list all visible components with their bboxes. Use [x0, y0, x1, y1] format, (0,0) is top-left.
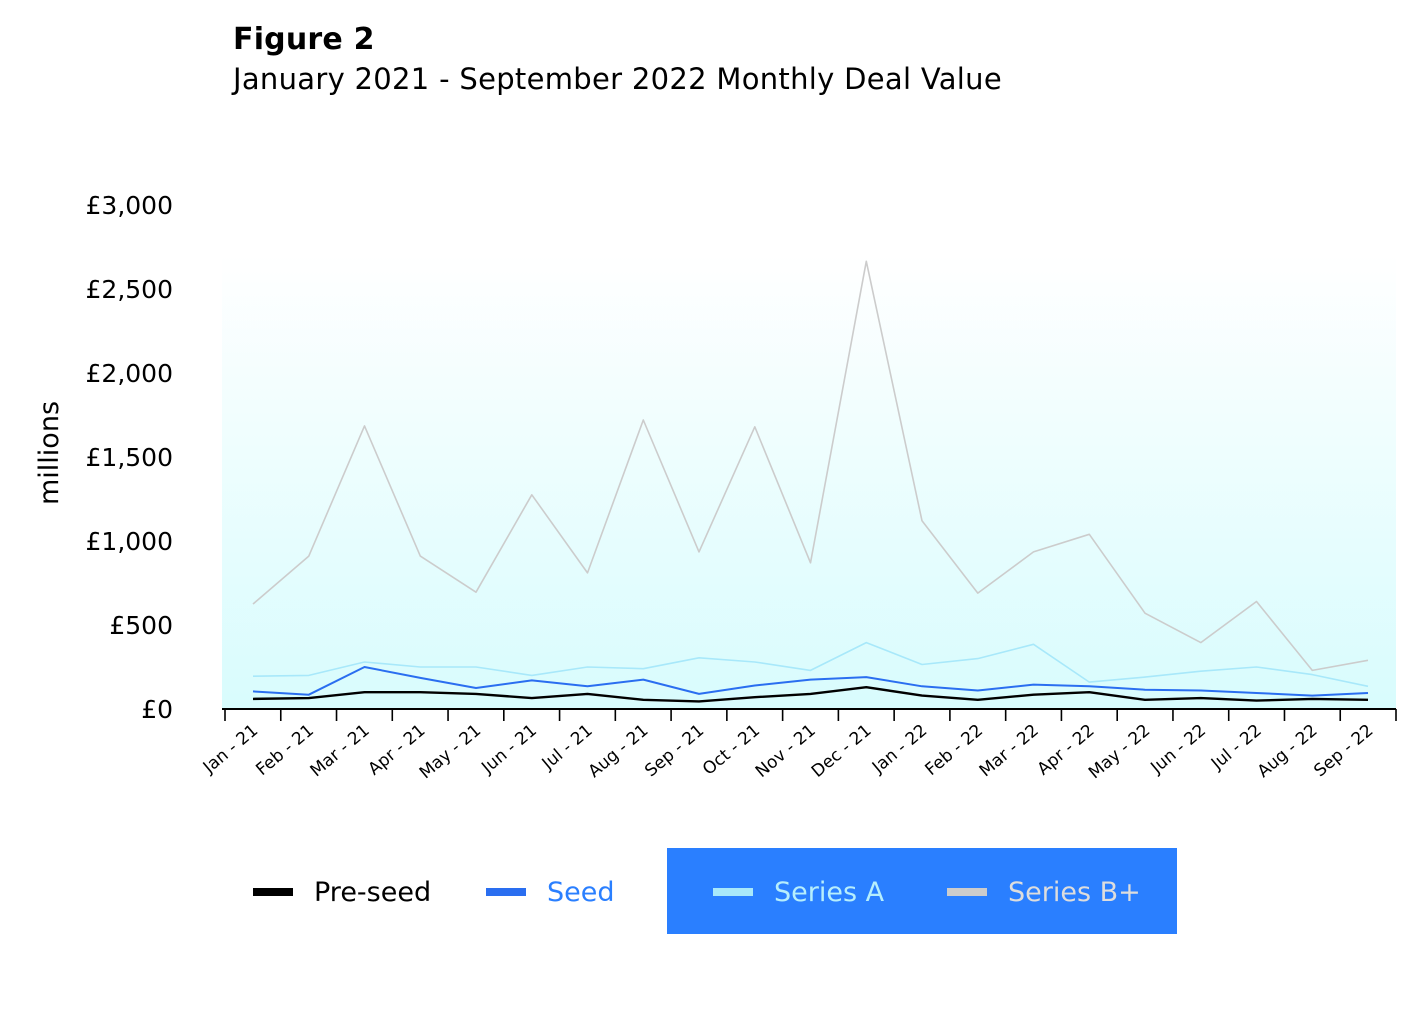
series-line-pre-seed: [252, 686, 1369, 703]
x-tick-label: Sep - 21: [641, 721, 708, 782]
chart-title: Figure 2: [233, 22, 375, 57]
y-tick-label: £500: [109, 611, 173, 640]
x-tick-label: May - 21: [416, 721, 485, 784]
legend-label: Pre-seed: [314, 876, 432, 908]
x-tick-label: Jan - 22: [868, 721, 931, 779]
x-tick-label: Feb - 22: [922, 721, 987, 780]
x-tick-label: Jan - 21: [199, 721, 262, 779]
x-tick-label: Sep - 22: [1310, 721, 1377, 782]
series-line-series-b-: [252, 260, 1369, 672]
legend-swatch: [486, 888, 526, 896]
legend-swatch: [947, 888, 987, 896]
legend-swatch: [713, 888, 753, 896]
y-tick-label: £2,500: [86, 275, 173, 304]
x-tick-label: Mar - 22: [976, 721, 1043, 782]
series-lines: [252, 260, 1369, 703]
x-tick-label: May - 22: [1085, 721, 1154, 784]
legend-item-series-b-: Series B+: [947, 872, 1141, 912]
x-tick-label: Aug - 21: [585, 721, 653, 782]
legend-label: Series B+: [1008, 876, 1141, 908]
legend-swatch: [253, 888, 293, 896]
x-tick-label: Feb - 21: [252, 721, 317, 780]
legend-item-series-a: Series A: [713, 872, 884, 912]
y-tick-label: £2,000: [86, 359, 173, 388]
x-tick-label: Aug - 22: [1254, 721, 1322, 782]
legend-label: Seed: [547, 876, 615, 908]
x-tick-label: Jun - 22: [1147, 721, 1211, 779]
y-axis: £0 £500 £1,000 £1,500 £2,000 £2,500 £3,000: [86, 191, 173, 724]
series-line-seed: [252, 666, 1369, 697]
plot-background: [222, 255, 1396, 709]
y-tick-label: £1,000: [86, 527, 173, 556]
legend-item-seed: Seed: [486, 872, 615, 912]
y-tick-label: £1,500: [86, 443, 173, 472]
x-tick-label: Dec - 21: [808, 721, 876, 782]
series-line-series-a: [252, 641, 1369, 688]
y-axis-label: millions: [34, 401, 65, 505]
y-tick-label: £3,000: [86, 191, 173, 220]
y-tick-label: £0: [141, 695, 173, 724]
chart-subtitle: January 2021 - September 2022 Monthly De…: [233, 62, 1002, 96]
legend-label: Series A: [774, 876, 885, 908]
x-tick-label: Mar - 21: [307, 721, 374, 782]
x-tick-label: Nov - 21: [752, 721, 820, 782]
x-tick-label: Jun - 21: [477, 721, 541, 779]
legend-item-pre-seed: Pre-seed: [253, 872, 431, 912]
